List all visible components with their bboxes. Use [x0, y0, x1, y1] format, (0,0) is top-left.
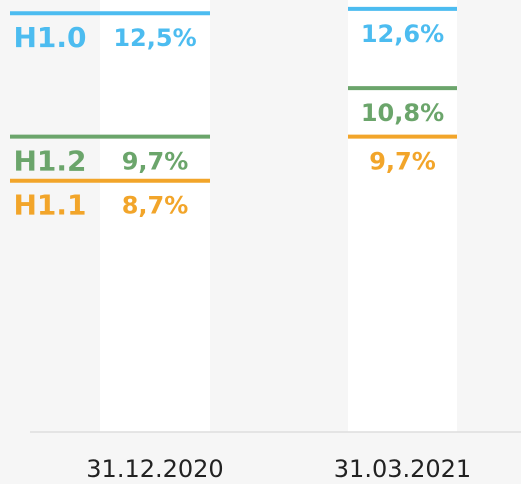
value-label: 9,7% [369, 148, 436, 176]
value-label: 12,6% [361, 20, 444, 48]
series-label: H1.2 [13, 145, 86, 178]
value-label: 12,5% [113, 24, 196, 52]
series-label: H1.1 [13, 189, 86, 222]
column [348, 0, 457, 432]
x-tick-label: 31.12.2020 [86, 455, 223, 483]
column [100, 0, 210, 432]
series-label: H1.0 [13, 21, 86, 54]
value-label: 9,7% [122, 148, 189, 176]
value-label: 10,8% [361, 99, 444, 127]
value-label: 8,7% [122, 192, 189, 220]
x-tick-label: 31.03.2021 [334, 455, 471, 483]
